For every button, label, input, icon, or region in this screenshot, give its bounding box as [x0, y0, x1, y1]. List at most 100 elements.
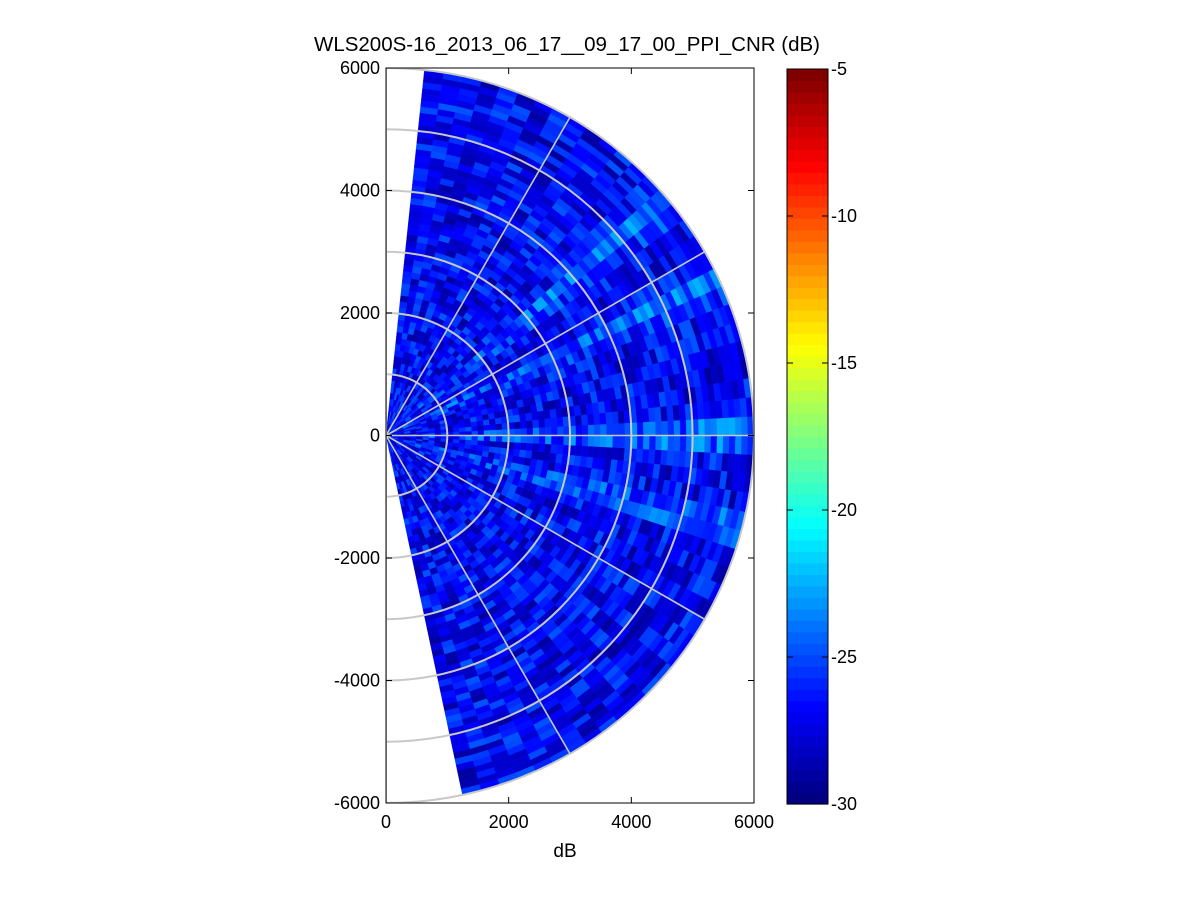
cnr-cell	[673, 435, 681, 452]
cnr-cell	[667, 435, 675, 451]
cnr-cell	[495, 441, 503, 448]
cnr-cell	[532, 427, 540, 436]
y-axis-ticks: -6000 -4000 -2000 0 2000 4000 6000	[334, 58, 754, 813]
cnr-cell	[538, 426, 546, 436]
cnr-cell	[574, 445, 583, 457]
cnr-cell	[525, 450, 533, 459]
cnr-cell	[526, 419, 534, 429]
cnr-cell	[483, 424, 491, 431]
colorbar-swatch	[787, 344, 828, 357]
colorbar-swatch	[787, 275, 828, 288]
cnr-cell	[496, 429, 503, 436]
cnr-cell	[551, 426, 558, 436]
cnr-cell	[667, 420, 675, 436]
cnr-cell	[514, 428, 522, 436]
colorbar-ticks: -30 -25 -20 -15 -10 -5	[787, 59, 857, 814]
cnr-cell	[716, 417, 724, 436]
cnr-cell	[593, 446, 601, 459]
cnr-cell	[519, 413, 527, 422]
colorbar-swatch	[787, 195, 828, 208]
cnr-cell	[594, 435, 601, 447]
y-tick-label: 2000	[340, 303, 380, 323]
cnr-cell	[476, 444, 484, 452]
cnr-cell	[618, 435, 626, 449]
colorbar-swatches	[787, 69, 828, 805]
y-tick-label: -2000	[334, 548, 380, 568]
colorbar-swatch	[787, 287, 828, 300]
colorbar-swatch	[787, 436, 828, 449]
colorbar-swatch	[787, 712, 828, 725]
cnr-cell	[605, 446, 613, 460]
cnr-cell	[482, 445, 490, 453]
cnr-cell	[519, 442, 528, 451]
colorbar-swatch	[787, 402, 828, 415]
chart-title: WLS200S-16_2013_06_17__09_17_00_PPI_CNR …	[314, 33, 820, 56]
cnr-cell	[471, 425, 479, 432]
cnr-cell	[512, 448, 521, 457]
colorbar-swatch	[787, 562, 828, 575]
y-tick-label: -4000	[334, 671, 380, 691]
colorbar-swatch	[787, 781, 828, 794]
cnr-cell	[470, 444, 478, 451]
colorbar-swatch	[787, 333, 828, 346]
cnr-cell	[728, 417, 736, 436]
colorbar: -30 -25 -20 -15 -10 -5	[786, 59, 857, 814]
cnr-cell	[526, 427, 534, 436]
cnr-cell	[618, 422, 626, 436]
cnr-cell	[494, 446, 503, 454]
colorbar-tick-label: -10	[831, 206, 857, 226]
y-tick-label: 4000	[340, 181, 380, 201]
colorbar-swatch	[787, 413, 828, 426]
cnr-cell	[587, 413, 595, 426]
cnr-cell	[636, 421, 644, 436]
colorbar-tick-label: -5	[831, 59, 847, 79]
cnr-cell	[661, 420, 669, 436]
colorbar-swatch	[787, 723, 828, 736]
cnr-cell	[587, 445, 595, 458]
cnr-cell	[557, 435, 565, 446]
colorbar-swatch	[787, 425, 828, 438]
cnr-cell	[489, 429, 497, 436]
cnr-cell	[600, 435, 608, 448]
colorbar-swatch	[787, 264, 828, 277]
colorbar-swatch	[787, 137, 828, 150]
x-tick-label: 4000	[611, 812, 651, 832]
cnr-cell	[434, 437, 442, 442]
colorbar-frame	[786, 68, 829, 805]
colorbar-swatch	[787, 367, 828, 380]
azimuth-spoke	[386, 251, 706, 437]
cnr-cell	[494, 417, 503, 425]
colorbar-swatch	[787, 321, 828, 334]
y-tick-label: 6000	[340, 58, 380, 78]
cnr-cell	[575, 425, 583, 436]
colorbar-swatch	[787, 229, 828, 242]
x-tick-label: 0	[381, 812, 391, 832]
colorbar-swatch	[787, 574, 828, 587]
colorbar-swatch	[787, 356, 828, 369]
cnr-cell	[393, 356, 399, 364]
cnr-cell	[679, 419, 687, 436]
cnr-cell	[532, 419, 540, 429]
colorbar-swatch	[787, 183, 828, 196]
cnr-cell	[477, 425, 485, 431]
cnr-cell	[545, 435, 552, 445]
colorbar-swatch	[787, 252, 828, 265]
colorbar-swatch	[787, 91, 828, 105]
cnr-cell	[581, 435, 589, 447]
colorbar-swatch	[787, 126, 828, 139]
cnr-cell	[556, 444, 564, 455]
cnr-cells	[386, 69, 754, 796]
colorbar-swatch	[787, 447, 828, 461]
cnr-cell	[655, 420, 663, 436]
cnr-cell	[495, 423, 503, 430]
cnr-cell	[538, 418, 546, 428]
cnr-cell	[458, 439, 466, 445]
colorbar-swatch	[787, 206, 828, 219]
cnr-cell	[593, 412, 601, 425]
cnr-cell	[605, 411, 613, 425]
cnr-cell	[575, 435, 583, 446]
cnr-cell	[395, 337, 402, 345]
cnr-cell	[525, 412, 533, 421]
colorbar-swatch	[787, 608, 828, 621]
colorbar-swatch	[787, 470, 828, 484]
